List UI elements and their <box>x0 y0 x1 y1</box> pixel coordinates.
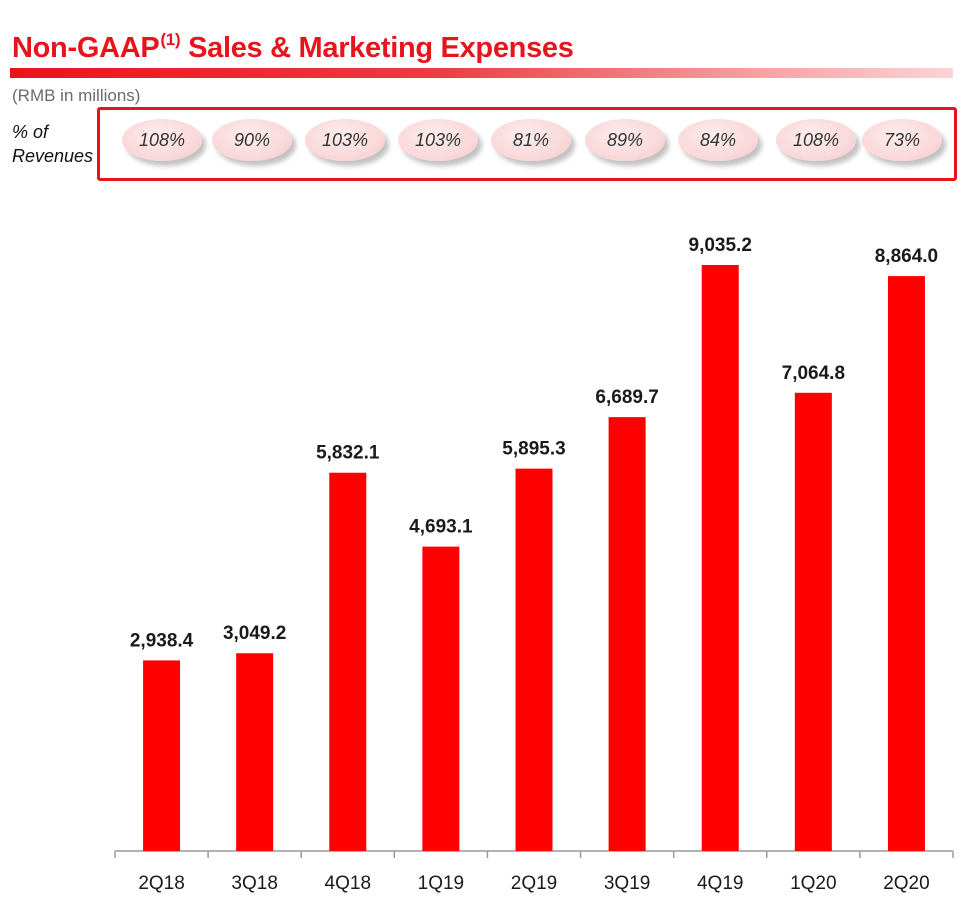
title-main: Non-GAAP <box>12 32 160 64</box>
bar-3q19 <box>608 417 646 851</box>
percent-label-line2: Revenues <box>12 146 94 166</box>
x-tick-label: 2Q20 <box>883 873 929 894</box>
bar-4q19 <box>701 265 739 851</box>
title-underline <box>10 68 953 78</box>
data-label: 9,035.2 <box>689 235 752 256</box>
data-label: 5,895.3 <box>502 439 565 460</box>
bar-4q18 <box>329 472 367 851</box>
title-footnote-marker: (1) <box>160 30 181 49</box>
x-tick-label: 4Q18 <box>325 873 371 894</box>
data-label: 6,689.7 <box>595 387 658 408</box>
percent-label-line1: % of <box>12 122 49 142</box>
data-label: 2,938.4 <box>130 630 194 651</box>
x-tick-label: 2Q18 <box>138 873 184 894</box>
x-tick-label: 4Q19 <box>697 873 743 894</box>
data-label: 7,064.8 <box>782 363 845 384</box>
data-label: 4,693.1 <box>409 517 473 538</box>
units-subtitle: (RMB in millions) <box>12 86 141 105</box>
percent-pill: 84% <box>678 119 758 161</box>
percent-pill: 103% <box>398 119 478 161</box>
percent-row-highlight <box>97 107 957 181</box>
data-label: 8,864.0 <box>875 246 938 267</box>
chart-title: Non-GAAP(1) Sales & Marketing Expenses <box>12 30 574 65</box>
bar-2q20 <box>887 276 925 851</box>
bar-3q18 <box>236 653 274 851</box>
percent-pill: 90% <box>212 119 292 161</box>
x-tick-label: 2Q19 <box>511 873 557 894</box>
bar-1q19 <box>422 546 460 851</box>
x-tick-label: 1Q19 <box>418 873 464 894</box>
x-tick-label: 3Q19 <box>604 873 650 894</box>
percent-pill: 73% <box>862 119 942 161</box>
bar-2q18 <box>143 660 181 851</box>
x-tick-label: 3Q18 <box>231 873 277 894</box>
percent-pill: 81% <box>491 119 571 161</box>
bar-1q20 <box>794 392 832 851</box>
x-tick-label: 1Q20 <box>790 873 836 894</box>
data-label: 3,049.2 <box>223 623 286 644</box>
percent-pill: 89% <box>585 119 665 161</box>
bar-2q19 <box>515 468 553 851</box>
percent-pill: 103% <box>305 119 385 161</box>
percent-pill: 108% <box>122 119 202 161</box>
title-rest: Sales & Marketing Expenses <box>180 32 574 64</box>
percent-of-revenues-label: % of Revenues <box>12 120 112 168</box>
percent-pill: 108% <box>776 119 856 161</box>
data-label: 5,832.1 <box>316 443 380 464</box>
